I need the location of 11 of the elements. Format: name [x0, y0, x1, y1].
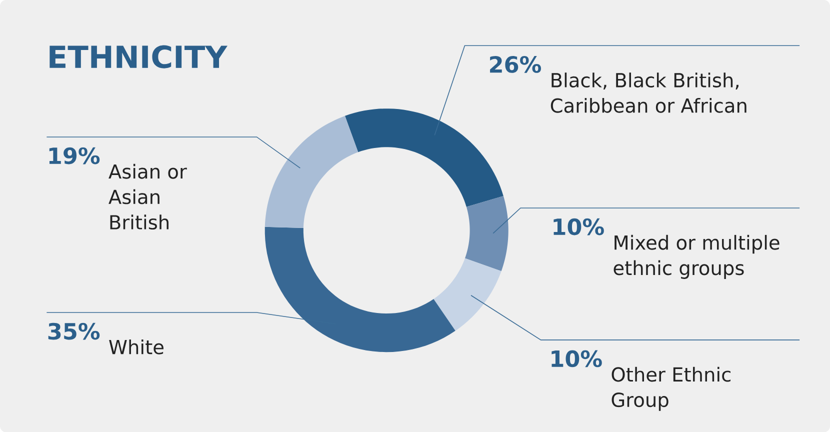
- data-label: 26%: [490, 56, 541, 73]
- data-label: 35%: [48, 322, 100, 340]
- chart-title: ETHNICITY: [50, 45, 228, 68]
- slice-label: Black, Black British, Caribbean or African: [550, 72, 746, 113]
- slice-label: Other Ethnic Group: [612, 366, 730, 411]
- data-label: 19%: [49, 147, 100, 164]
- data-label: 10%: [552, 350, 602, 368]
- slice-label: White: [109, 339, 164, 354]
- slice-label: Asian or Asian British: [108, 164, 187, 230]
- data-label: 10%: [554, 218, 604, 236]
- slice-label: Mixed or multiple ethnic groups: [614, 234, 780, 279]
